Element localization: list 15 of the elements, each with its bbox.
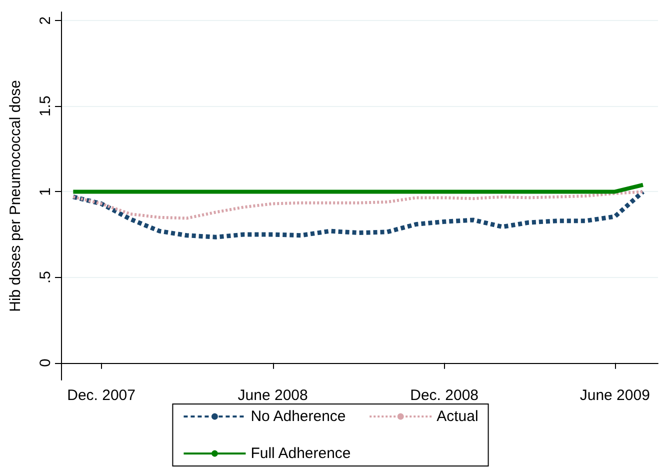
- x-tick-label: Dec. 2007: [67, 387, 136, 404]
- line-series: [70, 189, 646, 240]
- y-axis-title: Hib doses per Pneumococcal dose: [7, 80, 24, 312]
- legend-label: Actual: [436, 408, 478, 425]
- y-tick-label: 2: [37, 16, 54, 25]
- x-tick-label: June 2009: [580, 387, 650, 404]
- y-tick-label: .5: [37, 271, 54, 284]
- y-tick-label: 1.5: [37, 96, 54, 117]
- legend-label: Full Adherence: [250, 445, 351, 462]
- y-tick-label: 1: [37, 188, 54, 196]
- x-tick-label: Dec. 2008: [410, 387, 479, 404]
- line-series: [72, 190, 645, 220]
- y-tick-label: 0: [37, 358, 54, 368]
- legend-label: No Adherence: [250, 408, 346, 425]
- x-tick-label: June 2008: [238, 387, 308, 404]
